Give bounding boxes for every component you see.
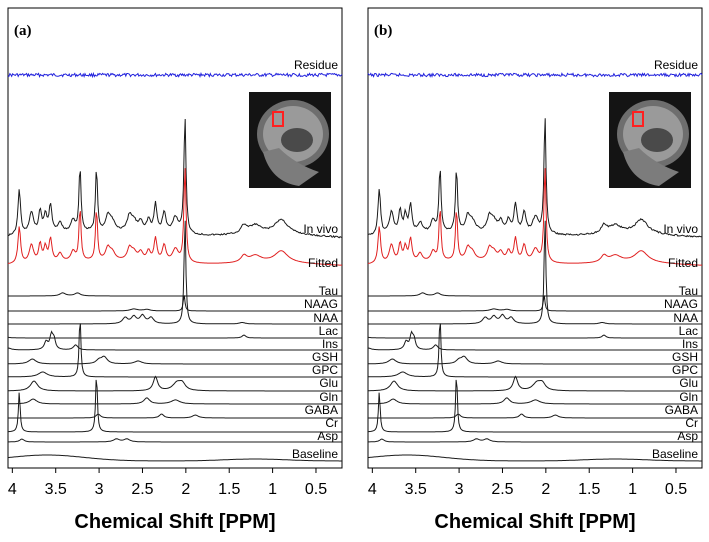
trace-label-gln: Gln: [319, 390, 338, 404]
trace-glu: [368, 375, 702, 392]
panel-label: (b): [374, 23, 392, 39]
trace-label-naag: NAAG: [304, 297, 338, 311]
tick-label: 4: [8, 481, 17, 498]
trace-label-asp: Asp: [317, 429, 338, 443]
trace-glu: [8, 375, 342, 392]
trace-label-cr: Cr: [685, 416, 698, 430]
trace-naag: [368, 295, 702, 312]
trace-label-tau: Tau: [679, 284, 698, 298]
trace-residue: [7, 71, 343, 79]
trace-cr: [7, 379, 342, 433]
voxel-marker: [632, 111, 644, 127]
trace-label-lac: Lac: [319, 324, 338, 338]
trace-label-naa: NAA: [673, 311, 698, 325]
trace-label-residue: Residue: [294, 58, 338, 72]
tick-label: 0.5: [305, 481, 327, 498]
trace-baseline: [7, 454, 342, 462]
trace-label-baseline: Baseline: [652, 447, 698, 461]
trace-tau: [8, 292, 342, 297]
trace-naag: [8, 295, 342, 312]
tick-label: 1.5: [218, 481, 240, 498]
trace-label-naa: NAA: [313, 311, 338, 325]
trace-in-vivo: [8, 118, 342, 239]
tick-label: 1.5: [578, 481, 600, 498]
trace-label-gln: Gln: [679, 390, 698, 404]
trace-naa: [368, 220, 702, 325]
trace-label-in-vivo: In vivo: [663, 222, 698, 236]
trace-label-ins: Ins: [682, 337, 698, 351]
trace-residue: [367, 72, 703, 78]
trace-fitted: [367, 168, 703, 266]
trace-gaba: [8, 413, 342, 419]
mri-inset: [609, 92, 691, 188]
tick-label: 2.5: [131, 481, 153, 498]
trace-gaba: [368, 413, 702, 419]
trace-label-in-vivo: In vivo: [303, 222, 338, 236]
voxel-marker: [272, 111, 284, 127]
trace-label-tau: Tau: [319, 284, 338, 298]
trace-asp: [8, 438, 342, 443]
trace-label-cr: Cr: [325, 416, 338, 430]
tick-label: 3: [455, 481, 464, 498]
trace-ins: [367, 330, 702, 351]
trace-ins: [7, 330, 342, 351]
trace-label-residue: Residue: [654, 58, 698, 72]
trace-lac: [367, 334, 702, 339]
plot-frame: [7, 7, 343, 469]
trace-label-gsh: GSH: [672, 350, 698, 364]
trace-cr: [367, 379, 702, 433]
mri-inset: [249, 92, 331, 188]
trace-label-fitted: Fitted: [668, 256, 698, 270]
trace-label-glu: Glu: [319, 376, 338, 390]
trace-label-gaba: GABA: [305, 403, 338, 417]
trace-gsh: [8, 355, 342, 365]
trace-fitted: [7, 168, 343, 266]
trace-label-asp: Asp: [677, 429, 698, 443]
x-axis-label: Chemical Shift [PPM]: [434, 511, 635, 533]
trace-in-vivo: [367, 118, 703, 238]
trace-gpc: [8, 323, 342, 378]
trace-label-gpc: GPC: [672, 363, 698, 377]
x-axis-label: Chemical Shift [PPM]: [74, 511, 275, 533]
tick-label: 3: [95, 481, 104, 498]
trace-label-baseline: Baseline: [292, 447, 338, 461]
plot-frame: [367, 7, 703, 469]
tick-label: 2.5: [491, 481, 513, 498]
panel-label: (a): [14, 23, 32, 39]
trace-gpc: [368, 323, 702, 378]
trace-label-gaba: GABA: [665, 403, 698, 417]
trace-lac: [7, 334, 342, 339]
tick-label: 2: [181, 481, 190, 498]
tick-label: 4: [368, 481, 377, 498]
trace-asp: [368, 438, 702, 443]
trace-baseline: [367, 454, 702, 462]
tick-label: 3.5: [405, 481, 427, 498]
trace-gsh: [368, 355, 702, 365]
trace-tau: [368, 292, 702, 297]
trace-naa: [8, 220, 342, 325]
tick-label: 1: [268, 481, 277, 498]
trace-label-ins: Ins: [322, 337, 338, 351]
trace-gln: [8, 397, 342, 405]
trace-label-lac: Lac: [679, 324, 698, 338]
trace-label-gpc: GPC: [312, 363, 338, 377]
tick-label: 2: [541, 481, 550, 498]
tick-label: 1: [628, 481, 637, 498]
trace-label-fitted: Fitted: [308, 256, 338, 270]
tick-label: 3.5: [45, 481, 67, 498]
trace-label-gsh: GSH: [312, 350, 338, 364]
trace-label-naag: NAAG: [664, 297, 698, 311]
trace-gln: [368, 397, 702, 405]
tick-label: 0.5: [665, 481, 687, 498]
trace-label-glu: Glu: [679, 376, 698, 390]
